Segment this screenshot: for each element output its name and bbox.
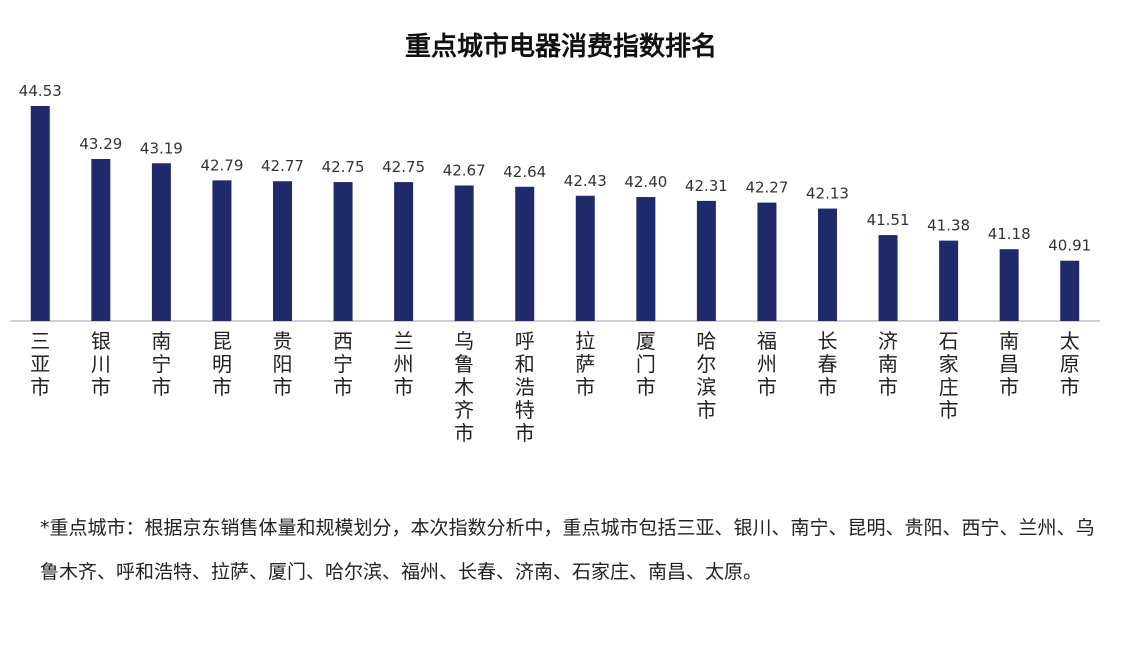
value-label-9: 42.43	[564, 172, 607, 190]
category-label-15: 石家庄市	[939, 329, 959, 422]
value-label-6: 42.75	[382, 158, 425, 176]
category-label-1: 银川市	[91, 329, 111, 399]
value-label-0: 44.53	[19, 82, 62, 100]
bar-0	[30, 105, 50, 321]
bar-8	[515, 186, 535, 321]
bar-5	[333, 182, 353, 321]
category-label-2: 南宁市	[151, 329, 171, 399]
value-label-12: 42.27	[745, 179, 788, 197]
bar-1	[91, 158, 111, 321]
category-label-5: 西宁市	[333, 329, 353, 399]
value-label-10: 42.40	[624, 173, 667, 191]
bar-12	[757, 202, 777, 321]
value-labels-group: 44.53 43.29 43.19 42.79 42.77 42.75 42.75 42.67…	[19, 82, 1091, 255]
category-label-4: 贵阳市	[273, 329, 293, 399]
category-label-11: 哈尔滨市	[696, 329, 716, 422]
bar-17	[1060, 260, 1080, 321]
bar-13	[818, 208, 837, 321]
category-label-9: 拉萨市	[575, 329, 595, 399]
category-label-14: 济南市	[878, 329, 898, 399]
chart-title: 重点城市电器消费指数排名	[404, 32, 717, 62]
bar-4	[273, 181, 292, 321]
value-label-8: 42.64	[503, 163, 546, 181]
category-label-13: 长春市	[818, 329, 838, 399]
bar-9	[575, 195, 595, 321]
category-label-12: 福州市	[757, 329, 777, 399]
value-label-7: 42.67	[443, 161, 486, 179]
value-label-3: 42.79	[200, 156, 243, 174]
bar-6	[394, 182, 414, 321]
value-label-16: 41.18	[988, 225, 1031, 243]
category-label-3: 昆明市	[212, 329, 232, 399]
category-labels-group: 三亚市 银川市 南宁市 昆明市 贵阳市 西宁市 兰州市 乌鲁木齐市 呼和浩特市 拉萨市 厦门市 哈尔滨…	[30, 329, 1079, 445]
category-label-8: 呼和浩特市	[515, 329, 535, 445]
value-label-5: 42.75	[322, 158, 365, 176]
value-label-2: 43.19	[140, 139, 183, 157]
bar-15	[939, 240, 959, 321]
value-label-14: 41.51	[867, 211, 910, 229]
value-label-1: 43.29	[79, 135, 122, 153]
bar-3	[212, 180, 232, 321]
category-label-16: 南昌市	[999, 329, 1019, 399]
bars-group	[30, 105, 1080, 321]
bar-chart: 44.53 43.29 43.19 42.79 42.77 42.75 42.75 42.67…	[10, 82, 1100, 445]
value-label-4: 42.77	[261, 157, 304, 175]
category-label-10: 厦门市	[636, 329, 656, 399]
bar-14	[878, 235, 898, 321]
value-label-17: 40.91	[1048, 237, 1091, 255]
bar-10	[636, 197, 656, 321]
value-label-15: 41.38	[927, 217, 970, 235]
footnote: *重点城市：根据京东销售体量和规模划分，本次指数分析中，重点城市包括三亚、银川、…	[40, 517, 1095, 583]
category-label-6: 兰州市	[394, 329, 414, 399]
bar-16	[999, 249, 1019, 321]
value-label-11: 42.31	[685, 177, 728, 195]
category-label-17: 太原市	[1060, 329, 1080, 399]
bar-11	[696, 200, 716, 321]
bar-7	[454, 185, 474, 321]
category-label-7: 乌鲁木齐市	[454, 329, 474, 445]
bar-2	[151, 163, 171, 321]
value-label-13: 42.13	[806, 185, 849, 203]
category-label-0: 三亚市	[30, 329, 50, 399]
